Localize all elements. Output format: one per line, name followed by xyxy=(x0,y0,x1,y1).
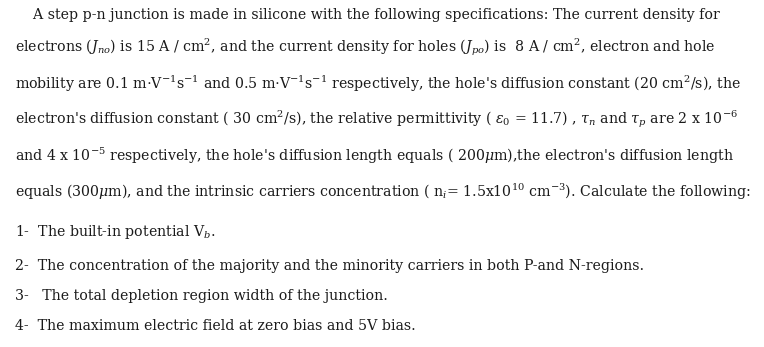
Text: electrons ($J_{no}$) is 15 A / cm$^2$, and the current density for holes ($J_{po: electrons ($J_{no}$) is 15 A / cm$^2$, a… xyxy=(15,36,716,58)
Text: mobility are 0.1 m$\cdot$V$^{-1}$s$^{-1}$ and 0.5 m$\cdot$V$^{-1}$s$^{-1}$ respe: mobility are 0.1 m$\cdot$V$^{-1}$s$^{-1}… xyxy=(15,74,741,94)
Text: electron's diffusion constant ( 30 cm$^2$/s), the relative permittivity ( $\vare: electron's diffusion constant ( 30 cm$^2… xyxy=(15,108,738,130)
Text: A step p-n junction is made in silicone with the following specifications: The c: A step p-n junction is made in silicone … xyxy=(15,8,720,22)
Text: 1-  The built-in potential V$_b$.: 1- The built-in potential V$_b$. xyxy=(15,223,215,241)
Text: 2-  The concentration of the majority and the minority carriers in both P-and N-: 2- The concentration of the majority and… xyxy=(15,259,644,273)
Text: equals (300$\mu$m), and the intrinsic carriers concentration ( n$_i$= 1.5x10$^{1: equals (300$\mu$m), and the intrinsic ca… xyxy=(15,182,751,202)
Text: 3-   The total depletion region width of the junction.: 3- The total depletion region width of t… xyxy=(15,289,388,303)
Text: and 4 x 10$^{-5}$ respectively, the hole's diffusion length equals ( 200$\mu$m),: and 4 x 10$^{-5}$ respectively, the hole… xyxy=(15,146,734,166)
Text: 4-  The maximum electric field at zero bias and 5V bias.: 4- The maximum electric field at zero bi… xyxy=(15,319,416,333)
